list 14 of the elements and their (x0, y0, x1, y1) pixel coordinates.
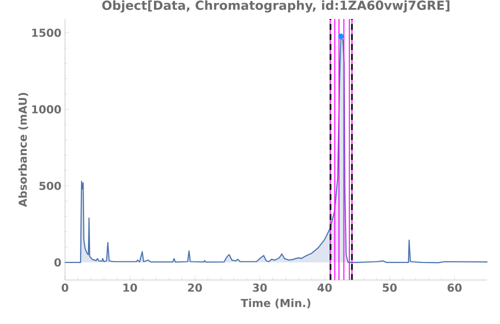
x-tick-label: 0 (62, 284, 68, 292)
y-tick-label: 1500 (32, 28, 61, 37)
chart-title: Object[Data, Chromatography, id:1ZA60vwj7GRE] (102, 0, 450, 12)
y-tick-label: 1000 (32, 105, 61, 114)
x-tick-label: 40 (318, 284, 332, 292)
x-tick-label: 50 (382, 284, 397, 292)
x-tick-label: 20 (188, 284, 202, 292)
x-tick-label: 60 (448, 284, 462, 292)
y-tick-label: 500 (39, 182, 61, 190)
x-tick-label: 30 (252, 284, 267, 292)
x-axis-title: Time (Min.) (240, 298, 310, 308)
x-tick-label: 10 (124, 284, 138, 292)
y-axis-title: Absorbance (mAU) (18, 92, 28, 207)
y-tick-label: 0 (54, 258, 61, 267)
